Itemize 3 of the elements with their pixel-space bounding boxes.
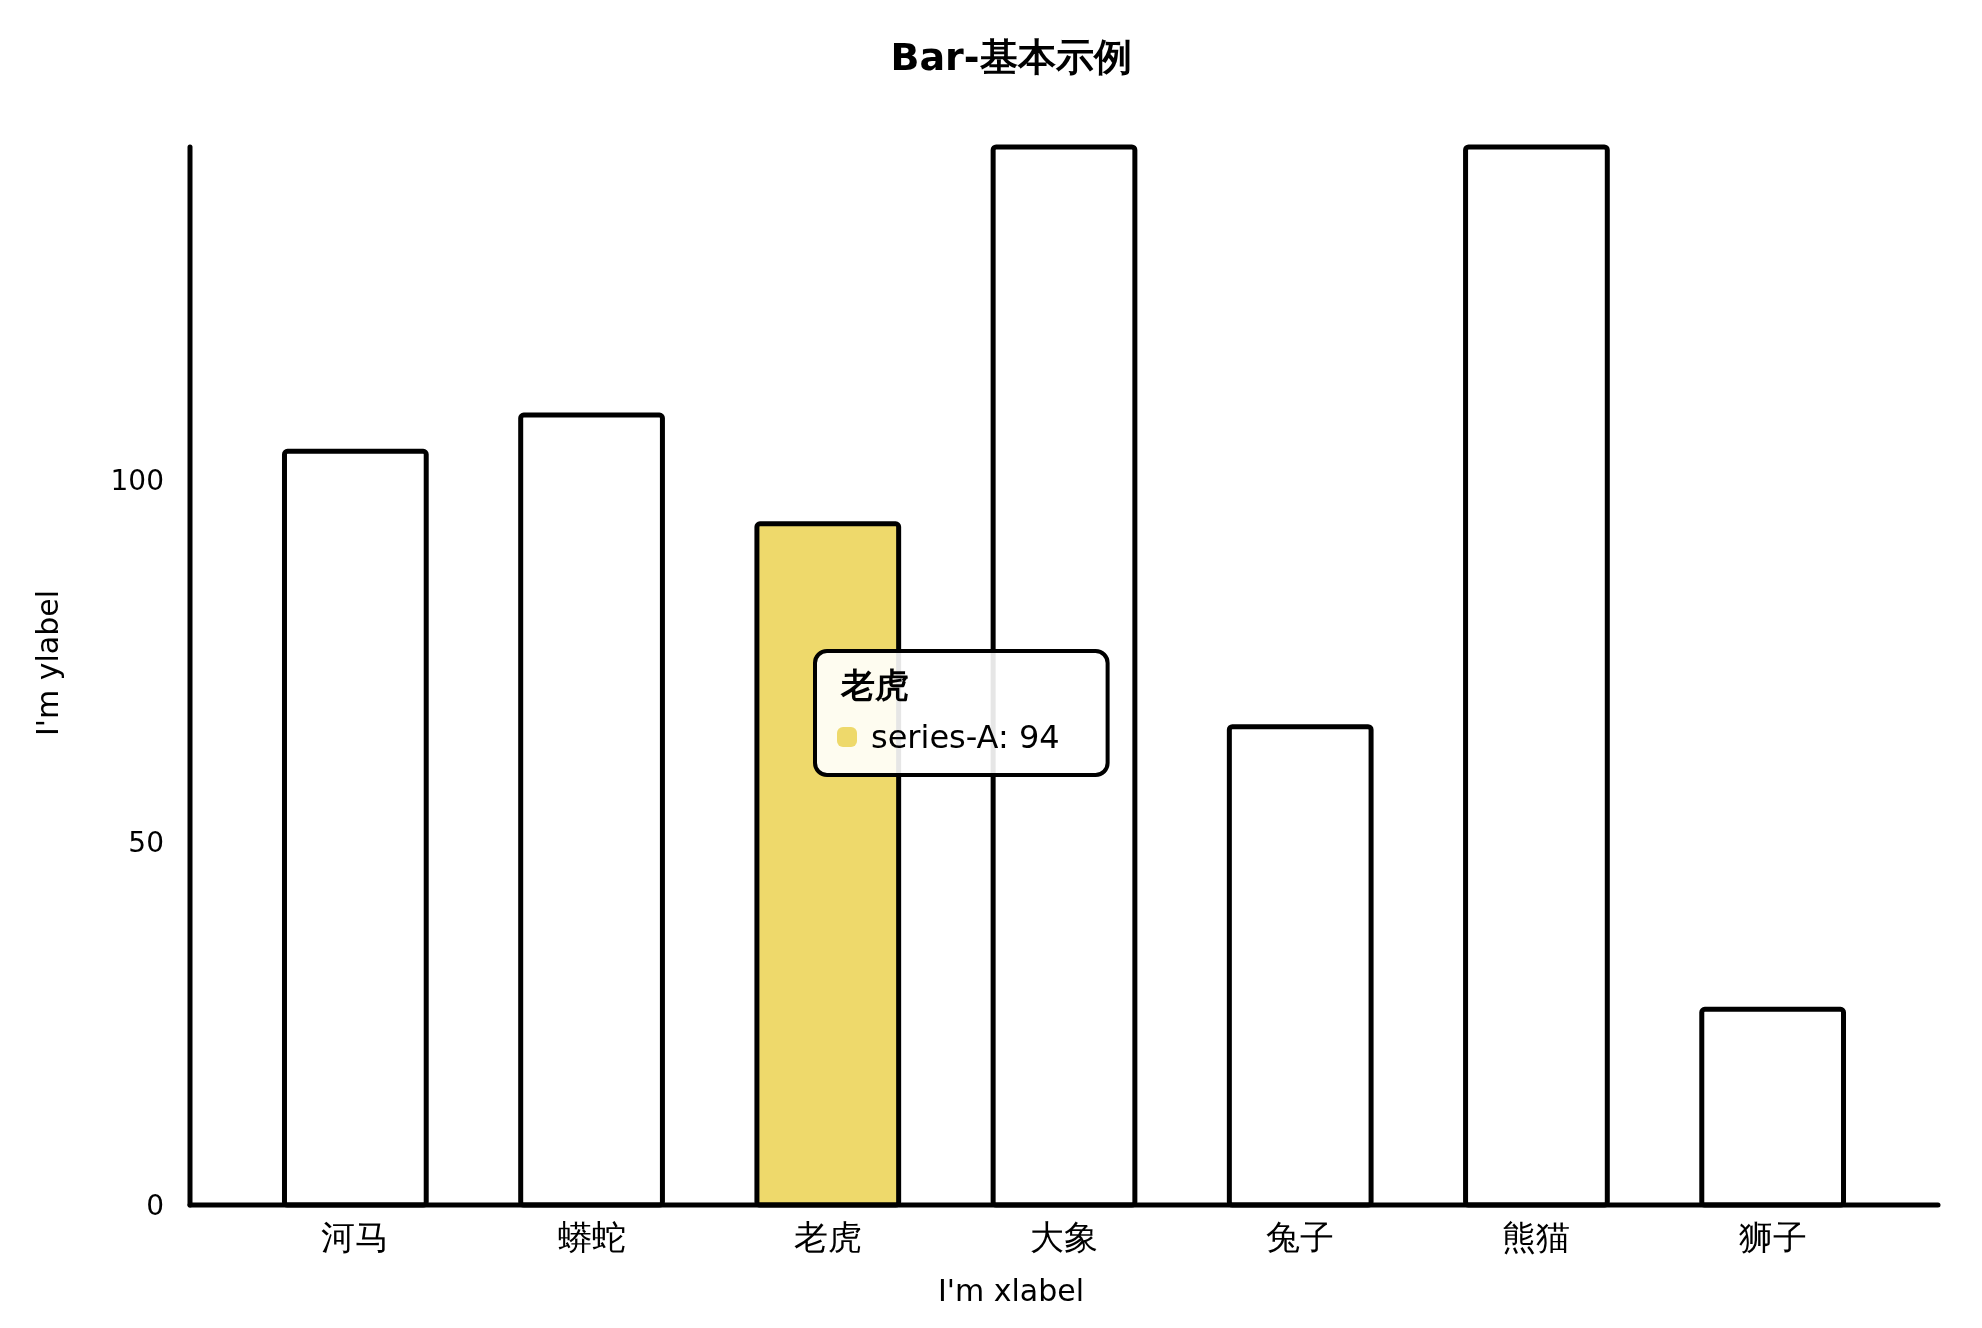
title: Bar-基本示例 [890,35,1132,79]
annotation: 老虎 series-A: 94 [840,665,1060,756]
annotation: 老虎 series-A: 94 [813,649,1110,777]
